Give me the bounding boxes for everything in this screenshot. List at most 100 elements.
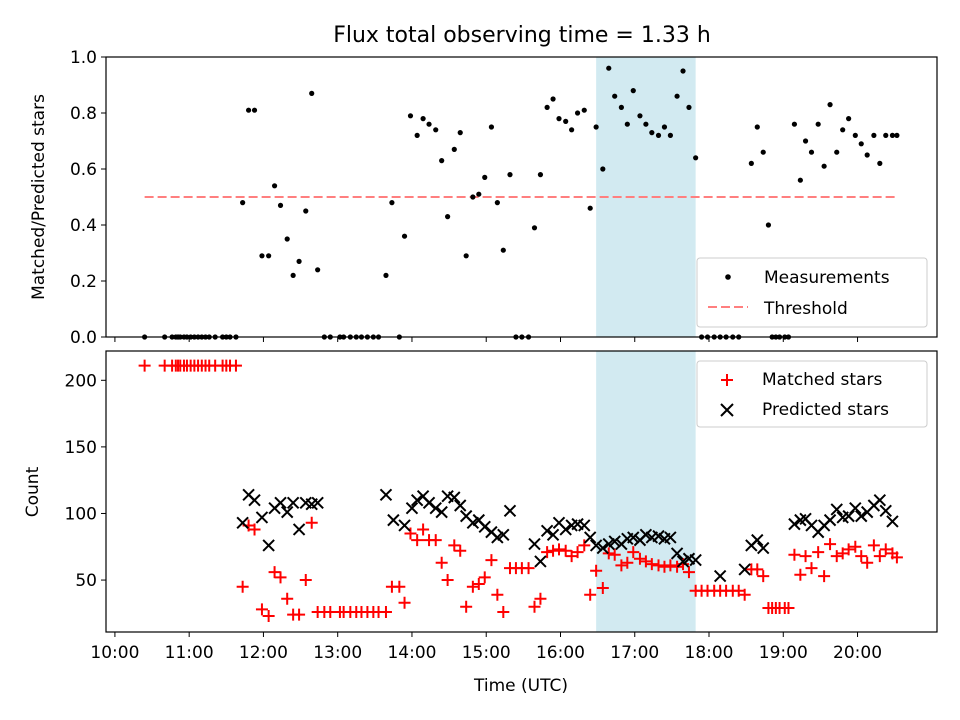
matched-stars-series <box>138 359 903 623</box>
measurement-point <box>451 146 457 152</box>
measurement-point <box>271 183 278 189</box>
matched-star-point <box>429 534 442 547</box>
predicted-star-point <box>830 503 843 516</box>
measurement-point <box>315 267 321 273</box>
measurement-point <box>259 253 265 259</box>
predicted-star-point <box>262 539 275 552</box>
predicted-star-point <box>757 541 770 555</box>
measurement-point <box>284 236 290 242</box>
measurement-point <box>840 127 846 133</box>
predicted-star-point <box>583 531 597 544</box>
matched-star-point <box>491 588 504 601</box>
measurements-series <box>142 65 900 340</box>
measurement-point <box>883 132 889 138</box>
predicted-star-point <box>886 515 899 528</box>
matched-star-point <box>274 571 287 584</box>
measurement-point <box>470 194 476 200</box>
bottom-span-highlight <box>596 351 696 632</box>
measurement-point <box>563 118 569 124</box>
measurement-point <box>686 104 692 110</box>
bottom-panel-frame <box>105 350 938 633</box>
x-tick-label: 10:00 <box>90 643 139 663</box>
matched-star-point <box>571 546 584 559</box>
matched-star-point <box>664 559 677 572</box>
bottom-y-axis: 50 100 150 200 <box>65 371 106 591</box>
matched-star-point <box>138 359 151 372</box>
matched-star-point <box>522 562 535 575</box>
measurement-point <box>661 124 668 130</box>
matched-star-point <box>842 543 855 556</box>
measurement-point <box>240 200 246 206</box>
top-y-axis: 0.0 0.2 0.4 0.6 0.8 1.0 <box>70 48 106 348</box>
measurement-point <box>407 113 414 119</box>
measurement-point <box>433 127 439 133</box>
predicted-star-point <box>405 501 419 515</box>
matched-star-point <box>398 596 411 609</box>
measurement-point <box>802 138 809 144</box>
predicted-stars-series <box>236 488 899 583</box>
x-tick-label: 19:00 <box>759 643 808 663</box>
matched-star-point <box>794 568 807 581</box>
x-tick-label: 18:00 <box>685 643 734 663</box>
measurement-point <box>309 90 315 96</box>
matched-star-point <box>229 359 242 372</box>
predicted-star-point <box>448 491 461 504</box>
measurement-point <box>754 124 760 130</box>
predicted-star-point <box>713 569 727 583</box>
measurement-point <box>581 107 587 113</box>
chart-title: Flux total observing time = 1.33 h <box>333 23 711 48</box>
matched-star-point <box>584 588 597 601</box>
matched-star-point <box>268 566 281 579</box>
x-tick-label: 13:00 <box>313 643 362 663</box>
measurement-point <box>667 132 673 138</box>
matched-star-point <box>262 610 275 623</box>
measurement-point <box>864 152 870 158</box>
measurement-point <box>277 202 284 208</box>
measurement-point <box>748 160 754 166</box>
x-tick-label: 11:00 <box>165 643 214 663</box>
matched-star-point <box>578 539 591 552</box>
matched-star-point <box>534 592 547 605</box>
matched-star-point <box>460 600 473 613</box>
matched-star-point <box>541 546 554 559</box>
matched-star-point <box>818 570 831 583</box>
x-tick-label: 17:00 <box>610 643 659 663</box>
y-tick-label: 1.0 <box>70 48 97 68</box>
measurement-point <box>426 121 432 127</box>
x-tick-label: 16:00 <box>536 643 585 663</box>
measurement-point <box>383 272 389 278</box>
predicted-star-point <box>435 505 448 519</box>
measurement-point <box>550 96 556 102</box>
measurement-point <box>482 174 488 180</box>
predicted-star-point <box>664 531 677 544</box>
matched-star-point <box>788 548 801 561</box>
measurement-point <box>463 253 469 259</box>
predicted-star-point <box>236 516 249 530</box>
measurement-point <box>574 110 581 116</box>
measurement-point <box>290 272 296 278</box>
predicted-star-point <box>311 496 324 510</box>
predicted-star-point <box>497 528 510 541</box>
bottom-panel: 50 100 150 200 10:00 11:00 12:00 13:00 14:00 15:… <box>23 350 938 696</box>
measurement-point <box>649 130 655 136</box>
matched-star-point <box>621 556 634 569</box>
bottom-legend: Matched stars Predicted stars <box>696 360 928 428</box>
predicted-star-point <box>738 563 751 576</box>
predicted-star-point <box>788 517 801 531</box>
measurement-point <box>846 116 852 122</box>
measurement-point <box>827 102 833 108</box>
measurement-point <box>643 121 649 127</box>
measurement-point <box>420 116 426 122</box>
measurement-point <box>531 225 538 231</box>
y-tick-label: 150 <box>65 438 97 458</box>
matched-star-point <box>305 516 318 529</box>
legend-predicted-label: Predicted stars <box>762 400 889 420</box>
predicted-star-point <box>849 501 862 515</box>
x-tick-label: 20:00 <box>833 643 882 663</box>
predicted-star-point <box>559 523 572 536</box>
measurement-point <box>760 149 766 155</box>
matched-star-point <box>627 546 640 559</box>
predicted-star-point <box>280 505 294 519</box>
matched-star-point <box>478 571 491 584</box>
